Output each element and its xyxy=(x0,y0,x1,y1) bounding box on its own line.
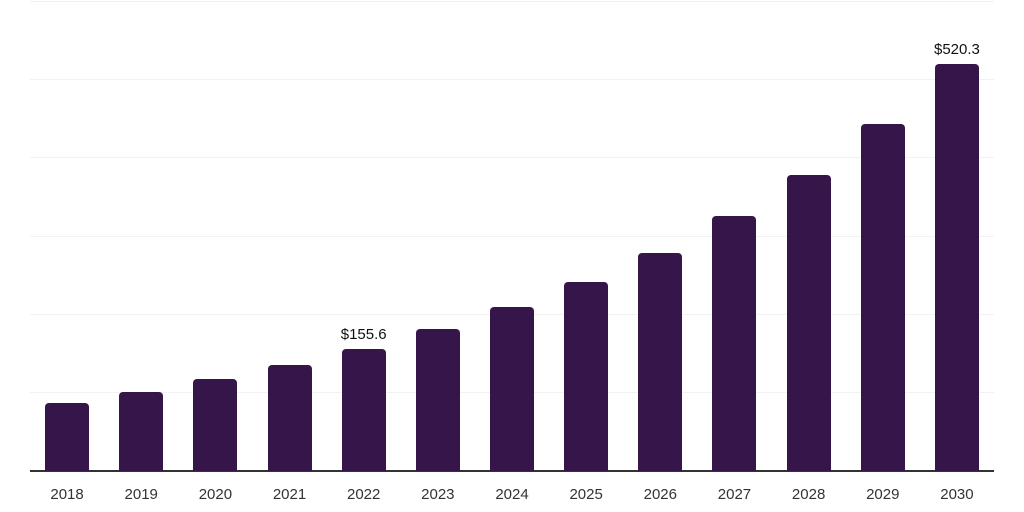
gridline xyxy=(30,157,994,159)
gridline xyxy=(30,235,994,237)
bar-2026 xyxy=(638,253,683,471)
bar-2028 xyxy=(786,175,831,471)
x-axis-label-2022: 2022 xyxy=(347,486,381,503)
value-label-2030: $520.3 xyxy=(933,41,980,59)
x-axis-label-2027: 2027 xyxy=(717,486,752,503)
bar-2019 xyxy=(119,392,164,471)
bar-2027 xyxy=(712,216,757,471)
bar-2023 xyxy=(415,329,460,471)
bar-2024 xyxy=(490,307,534,471)
bar-2022 xyxy=(341,349,386,471)
x-axis-label-2030: 2030 xyxy=(940,486,974,503)
bar-2029 xyxy=(860,124,905,471)
gridline xyxy=(30,79,994,81)
gridline xyxy=(30,1,994,2)
x-axis-label-2025: 2025 xyxy=(569,486,603,503)
x-axis-label-2028: 2028 xyxy=(791,486,826,503)
bar-2021 xyxy=(267,365,312,471)
x-axis-label-2020: 2020 xyxy=(198,486,233,503)
x-axis-label-2019: 2019 xyxy=(124,486,158,503)
x-axis-line xyxy=(30,470,994,472)
x-axis-label-2024: 2024 xyxy=(495,486,529,503)
plot-area: $155.6 $520.3 xyxy=(30,0,994,472)
bar-2025 xyxy=(564,282,609,471)
x-axis-label-2021: 2021 xyxy=(272,486,307,503)
bar-2030 xyxy=(934,64,979,471)
x-axis-label-2026: 2026 xyxy=(643,486,677,503)
bar-2020 xyxy=(193,379,238,471)
bar-2018 xyxy=(45,403,90,471)
x-axis-label-2023: 2023 xyxy=(421,486,455,503)
x-axis-label-2029: 2029 xyxy=(866,486,900,503)
value-label-2022: $155.6 xyxy=(340,326,387,344)
x-axis-label-2018: 2018 xyxy=(50,486,84,503)
